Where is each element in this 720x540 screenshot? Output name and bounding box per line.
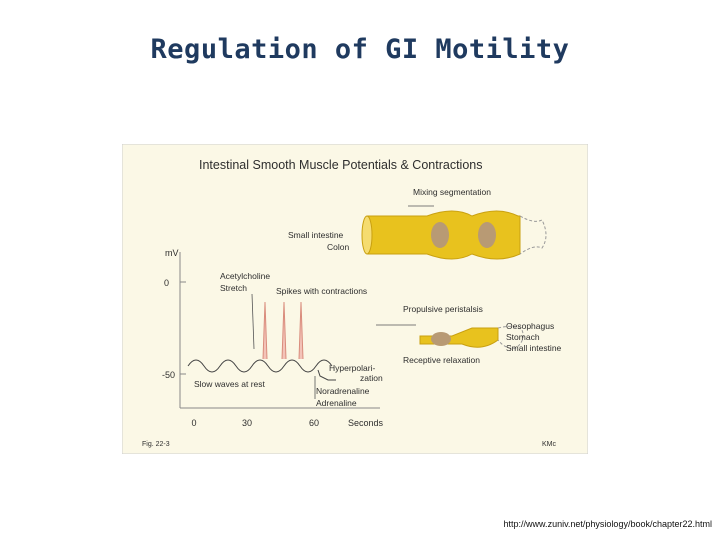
stretch-arrow	[251, 293, 255, 350]
x-tick-label-30: 30	[242, 418, 252, 428]
x-tick-label-60: 60	[309, 418, 319, 428]
label-adrenaline: Adrenaline	[316, 398, 357, 408]
label-acetylcholine: Acetylcholine	[220, 271, 270, 281]
figure-label: Fig. 22-3	[142, 441, 170, 448]
slide-title: Regulation of GI Motility	[150, 34, 570, 65]
spike-3	[298, 301, 304, 360]
label-spikes: Spikes with contractions	[276, 286, 367, 296]
spike-1	[262, 301, 268, 360]
label-propulsive: Propulsive peristalsis	[403, 304, 483, 314]
figure-background	[122, 144, 588, 454]
x-tick-label-0: 0	[191, 418, 196, 428]
y-tick-label-minus50: -50	[162, 370, 175, 380]
label-small-intestine-2: Small intestine	[506, 343, 562, 353]
source-url: http://www.zuniv.net/physiology/book/cha…	[503, 519, 712, 529]
figure-credit: KMc	[542, 441, 557, 448]
slow-wave-trace	[187, 359, 333, 373]
figure-title: Intestinal Smooth Muscle Potentials & Co…	[199, 158, 482, 172]
segmentation-bolus-2	[478, 222, 496, 248]
segmentation-dashed-outline	[519, 215, 547, 255]
label-mixing: Mixing segmentation	[413, 187, 491, 197]
hyperpolarization-trace	[317, 369, 336, 381]
figure: Intestinal Smooth Muscle Potentials & Co…	[122, 144, 588, 454]
segmentation-tube-opening	[361, 215, 373, 255]
y-tick-label-0: 0	[164, 278, 169, 288]
figure-canvas: Intestinal Smooth Muscle Potentials & Co…	[122, 144, 588, 454]
label-slow-waves: Slow waves at rest	[194, 379, 265, 389]
label-colon: Colon	[327, 242, 349, 252]
label-stretch: Stretch	[220, 283, 247, 293]
y-axis-unit: mV	[165, 248, 179, 258]
label-oesophagus: Oesophagus	[506, 321, 554, 331]
label-noradrenaline: Noradrenaline	[316, 386, 370, 396]
peristalsis-bolus	[431, 332, 451, 346]
label-hyperpolarization-2: zation	[360, 373, 383, 383]
label-hyperpolarization-1: Hyperpolari-	[329, 363, 375, 373]
spike-2	[281, 301, 287, 360]
label-receptive: Receptive relaxation	[403, 355, 480, 365]
x-axis-label: Seconds	[348, 418, 384, 428]
segmentation-bolus-1	[431, 222, 449, 248]
label-small-intestine: Small intestine	[288, 230, 344, 240]
label-stomach: Stomach	[506, 332, 540, 342]
